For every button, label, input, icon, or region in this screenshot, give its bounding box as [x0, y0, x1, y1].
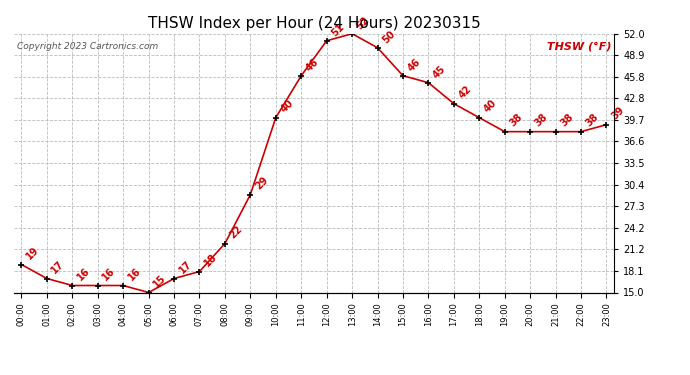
Text: 19: 19 — [24, 245, 41, 262]
Text: 46: 46 — [304, 56, 321, 73]
Text: 17: 17 — [177, 259, 193, 276]
Text: 15: 15 — [151, 273, 168, 290]
Text: 16: 16 — [75, 266, 92, 283]
Text: 40: 40 — [279, 98, 295, 115]
Text: 45: 45 — [431, 63, 448, 80]
Text: 38: 38 — [558, 112, 575, 129]
Text: 38: 38 — [584, 112, 600, 129]
Text: 51: 51 — [329, 21, 346, 38]
Text: 50: 50 — [380, 28, 397, 45]
Text: THSW (°F): THSW (°F) — [546, 42, 611, 51]
Text: 16: 16 — [126, 266, 143, 283]
Text: 29: 29 — [253, 175, 270, 192]
Text: 38: 38 — [533, 112, 550, 129]
Text: 52: 52 — [355, 14, 371, 31]
Text: 17: 17 — [50, 259, 66, 276]
Text: 39: 39 — [609, 105, 626, 122]
Text: 22: 22 — [228, 224, 244, 241]
Title: THSW Index per Hour (24 Hours) 20230315: THSW Index per Hour (24 Hours) 20230315 — [148, 16, 480, 31]
Text: 42: 42 — [457, 84, 473, 101]
Text: Copyright 2023 Cartronics.com: Copyright 2023 Cartronics.com — [17, 42, 158, 51]
Text: 18: 18 — [202, 252, 219, 269]
Text: 38: 38 — [508, 112, 524, 129]
Text: 40: 40 — [482, 98, 499, 115]
Text: 46: 46 — [406, 56, 422, 73]
Text: 16: 16 — [101, 266, 117, 283]
